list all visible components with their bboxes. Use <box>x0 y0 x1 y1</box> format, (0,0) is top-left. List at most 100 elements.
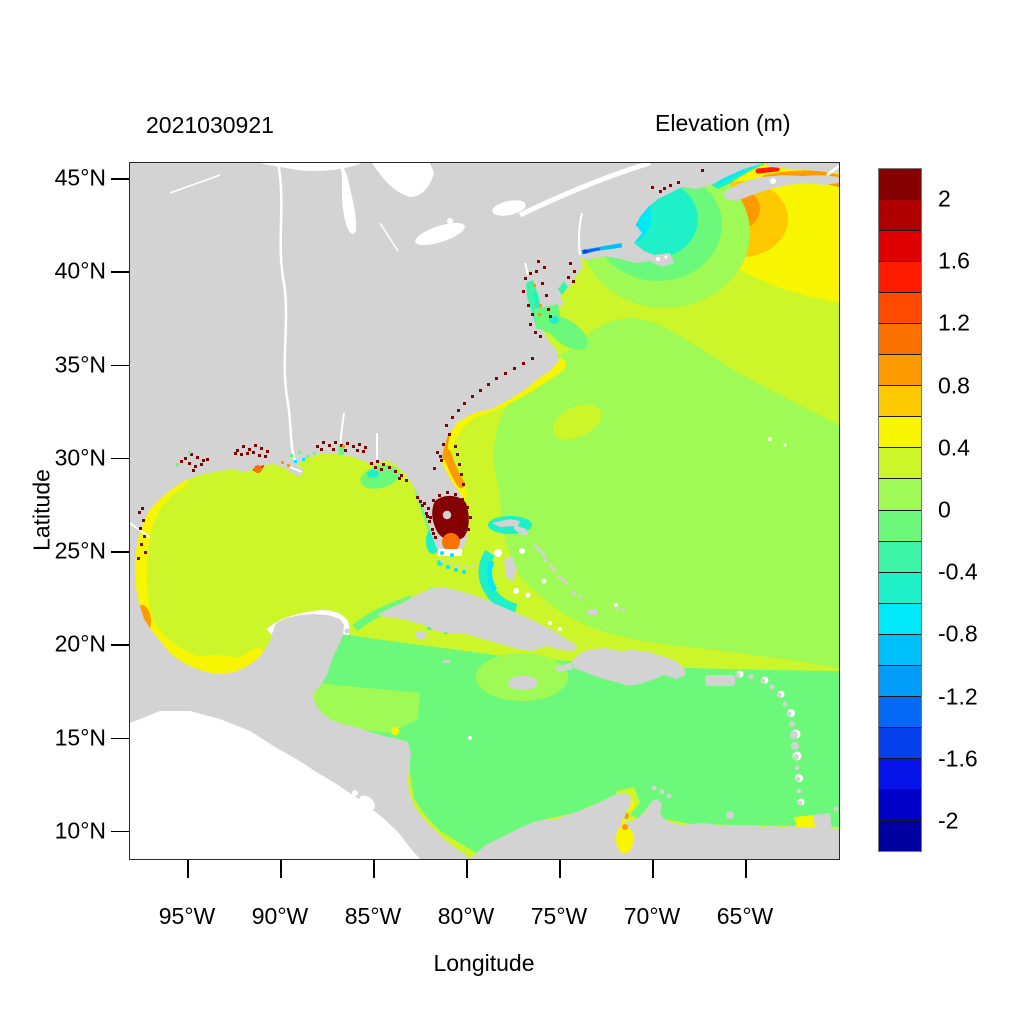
aruba <box>651 785 657 791</box>
turks1 <box>615 606 619 610</box>
land-jamaica <box>508 676 538 690</box>
eleuthera <box>533 543 548 563</box>
inagua <box>588 609 597 615</box>
minas-red-streak <box>755 166 780 174</box>
y-tick-label: 25°N <box>54 537 106 564</box>
lake-huron <box>372 163 434 197</box>
x-tick-label: 65°W <box>716 903 774 929</box>
x-tick-mark <box>652 860 654 878</box>
y-tick-mark <box>111 644 129 646</box>
brasdor-white <box>826 164 839 177</box>
colorbar-segment <box>879 447 921 479</box>
colorbar-tick-label: -1.6 <box>938 745 978 772</box>
y-tick-mark <box>111 178 129 180</box>
tobago <box>833 806 839 812</box>
colorbar-segment <box>879 169 921 200</box>
x-tick-mark <box>466 860 468 878</box>
lake-michigan <box>332 163 357 234</box>
colorbar-segment <box>879 416 921 448</box>
land-nb-pei-strip <box>764 163 839 173</box>
x-tick-label: 80°W <box>437 903 495 929</box>
y-tick-label: 40°N <box>54 257 106 284</box>
lake-okeechobee <box>441 509 453 521</box>
colorbar-tick-label: -1.2 <box>938 683 978 710</box>
mississippi-river <box>276 163 298 464</box>
delaware-bay <box>558 281 568 295</box>
floridabay-orange <box>442 533 460 551</box>
gulfstream-swirl <box>552 404 602 440</box>
y-tick-label: 45°N <box>54 164 106 191</box>
colorbar-segment <box>879 788 921 820</box>
colorbar-tick-label: -0.4 <box>938 558 978 585</box>
grand-cayman <box>443 660 450 663</box>
lisound-deepblue-dot <box>582 249 588 255</box>
y-tick-mark <box>111 271 129 273</box>
colorbar <box>878 168 922 852</box>
paria-green-dot <box>805 808 811 814</box>
delta-green-dots <box>176 451 316 466</box>
floridabay-cyan2 <box>450 553 454 557</box>
amatique-yellow-dot <box>391 727 399 735</box>
colorbar-tick-label: 0.8 <box>938 372 970 399</box>
bigbend-turquoise <box>367 470 379 478</box>
colorbar-segment <box>879 633 921 665</box>
x-tick-mark <box>280 860 282 878</box>
hudson-river <box>577 212 583 256</box>
x-tick-label: 75°W <box>530 903 588 929</box>
y-tick-label: 30°N <box>54 444 106 471</box>
cozumel <box>344 628 350 634</box>
colorbar-segment <box>879 602 921 634</box>
canada-river-2 <box>379 222 399 252</box>
y-tick-mark <box>111 457 129 460</box>
grand-bahama <box>492 519 520 527</box>
colorbar-tick-label: -2 <box>938 807 959 834</box>
y-tick-label: 35°N <box>54 351 106 378</box>
lake-stclair <box>447 218 453 224</box>
x-tick-label: 90°W <box>251 903 309 929</box>
floridabay-cyan1 <box>440 551 444 555</box>
stlawrence-river <box>518 163 651 218</box>
plot-title-left: 2021030921 <box>146 112 274 138</box>
delta-channel <box>289 466 303 473</box>
neflorida-orange-band <box>443 449 465 488</box>
y-tick-mark <box>111 551 129 553</box>
margarita <box>726 811 734 819</box>
crooked-island <box>571 590 577 596</box>
y-tick-mark <box>111 364 129 367</box>
x-tick-mark <box>373 860 375 878</box>
y-tick-label: 20°N <box>54 630 106 657</box>
colorbar-tick-label: 2 <box>938 185 951 212</box>
y-tick-label: 10°N <box>54 817 106 844</box>
y-tick-label: 15°N <box>54 724 106 751</box>
great-lakes <box>260 163 526 246</box>
andros <box>504 556 517 582</box>
colorbar-segment <box>879 261 921 293</box>
pamlico-sound <box>534 304 561 333</box>
x-tick-label: 70°W <box>623 903 681 929</box>
florida-keys <box>440 559 476 569</box>
colorbar-title: Elevation (m) <box>655 110 791 136</box>
y-tick-mark <box>111 830 129 833</box>
caribbean-green-region <box>316 633 839 853</box>
ns-white-notch <box>770 178 776 184</box>
colorbar-segment <box>879 323 921 355</box>
turks2 <box>621 608 625 612</box>
paria-yellow <box>794 815 816 831</box>
bonaire <box>666 793 672 799</box>
maracaibo-orange-dot <box>622 824 628 830</box>
bahama-white-shallows <box>494 548 618 631</box>
bahamabank-cyan-core <box>487 560 498 592</box>
x-tick-mark <box>559 860 561 878</box>
colorbar-segment <box>879 819 921 852</box>
lesser-antilles-arc <box>735 670 805 806</box>
colorbar-segment <box>879 230 921 262</box>
long-island-bahamas <box>557 574 569 586</box>
rio-grande <box>130 522 151 539</box>
lake-erie <box>415 222 465 246</box>
canada-river-1 <box>169 174 221 194</box>
land-long-island <box>580 247 626 260</box>
colorbar-segment <box>879 571 921 603</box>
susquehanna-river <box>524 262 529 276</box>
fundy-cyan <box>717 167 745 184</box>
